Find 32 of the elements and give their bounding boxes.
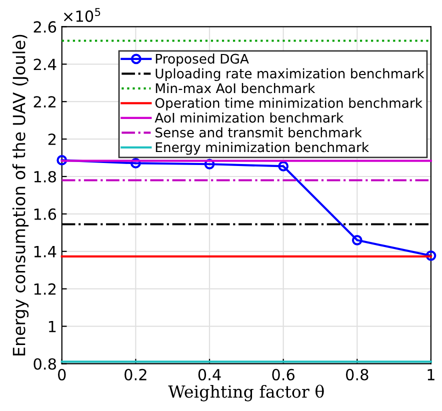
legend-label: AoI minimization benchmark [154,112,344,123]
y-tick-label: 0.8 [34,358,56,370]
y-tick-label: 1.6 [34,208,56,220]
point [204,158,215,170]
y-tick-label: 1 [48,320,56,332]
y-tick-label: 2 [48,134,56,145]
legend-label: Min-max AoI benchmark [156,83,316,94]
legend-label: Sense and transmit benchmark [156,127,362,138]
y-tick-label: 2.6 [34,21,56,33]
legend-label: Energy minimization benchmark [156,142,370,155]
x-tick-label: 0.6 [272,368,295,380]
y-tick-label: 2.4 [34,58,56,70]
point [426,250,436,261]
point [278,160,289,172]
legend-label: Operation time minimization benchmark [155,98,422,111]
legend-label: Proposed DGA [156,54,249,66]
legend-label: Uploading rate maximization benchmark [156,68,424,82]
y-tick-label: 1.8 [34,170,56,183]
y-tick-label: 2.2 [34,96,56,108]
point [130,158,141,168]
y-tick-label: 1.4 [34,246,56,258]
y-axis-title: Energy consumption of the UAV (Joule) [12,34,29,356]
x-tick-label: 0.4 [198,368,221,380]
x-tick-label: 0.8 [346,368,368,380]
x-axis-title: Weighting factor θ [168,384,324,402]
text: ×10$^{5}$ [64,8,100,22]
y-tick-label: 1.2 [34,283,56,295]
point [56,155,68,166]
x-tick-label: 0 [58,368,66,380]
x-tick-label: 1 [428,369,434,380]
point [352,234,362,246]
x-tick-label: 0.2 [124,368,146,380]
